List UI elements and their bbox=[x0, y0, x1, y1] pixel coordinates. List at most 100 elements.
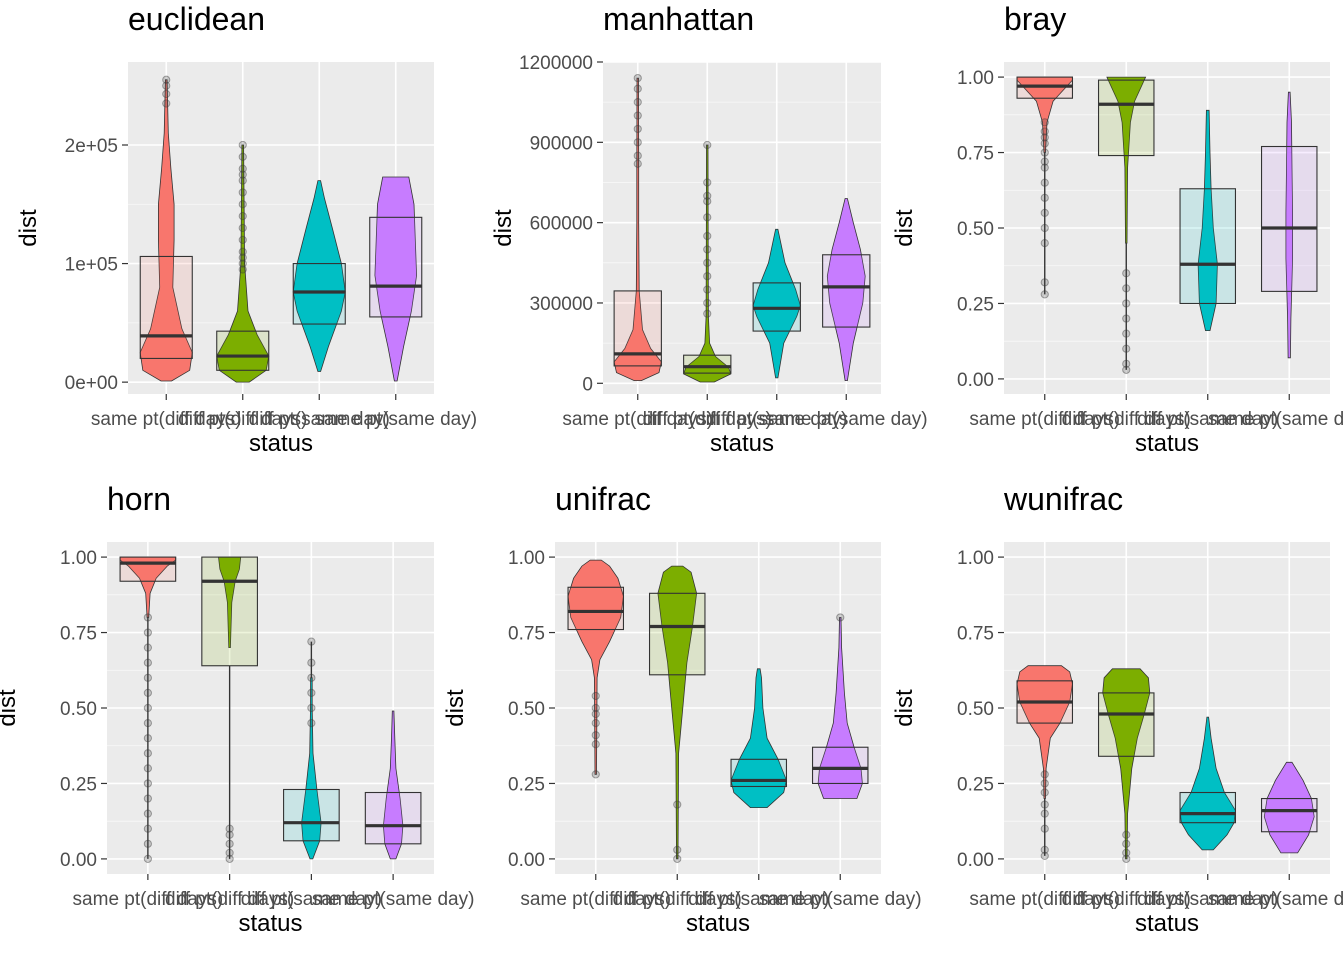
y-tick-label: 600000 bbox=[530, 214, 593, 235]
x-tick-label: diff pt(diff days) bbox=[613, 889, 742, 910]
y-tick-label: 2e+05 bbox=[65, 136, 118, 157]
y-axis-title: dist bbox=[15, 209, 42, 247]
series-diff pt(diff days) bbox=[216, 140, 270, 383]
outlier-point bbox=[1040, 788, 1049, 797]
outlier-point bbox=[591, 731, 600, 740]
violin bbox=[216, 144, 270, 383]
x-tick-label: diff pt(diff days) bbox=[1062, 889, 1191, 910]
outlier-point bbox=[703, 272, 712, 281]
outlier-point bbox=[591, 740, 600, 749]
violin bbox=[817, 617, 863, 799]
outlier-point bbox=[238, 235, 247, 244]
violin bbox=[826, 198, 866, 381]
series-same pt(diff days) bbox=[613, 73, 662, 381]
y-axis-title: dist bbox=[490, 209, 517, 247]
series-same pt(same day) bbox=[822, 198, 871, 381]
x-tick-label: same pt(diff days) bbox=[969, 409, 1120, 430]
x-tick-label: diff pt(same day) bbox=[1137, 409, 1278, 430]
box bbox=[119, 556, 177, 582]
outlier-point bbox=[238, 152, 247, 161]
y-tick-label: 0.25 bbox=[60, 774, 97, 795]
facet-manhattan: 0 300000 600000 900000 1200000 same pt(diff d… bbox=[490, 1, 928, 457]
outlier-point bbox=[143, 613, 152, 622]
outlier-point bbox=[703, 258, 712, 267]
outlier-point bbox=[1122, 848, 1131, 857]
outlier-point bbox=[143, 764, 152, 773]
y-tick-label: 0.50 bbox=[60, 699, 97, 720]
outlier-point bbox=[162, 89, 171, 99]
outlier-point bbox=[225, 830, 234, 839]
outlier-point bbox=[1040, 163, 1049, 172]
y-tick-label: 0.75 bbox=[60, 624, 97, 645]
outlier-point bbox=[633, 151, 642, 160]
box bbox=[683, 354, 732, 374]
outlier-point bbox=[633, 98, 642, 107]
outlier-point bbox=[1040, 238, 1049, 248]
outlier-point bbox=[238, 176, 247, 185]
box bbox=[822, 254, 871, 328]
series-diff pt(diff days) bbox=[1097, 668, 1155, 864]
x-tick-label: diff pt(diff days) bbox=[1062, 409, 1191, 430]
y-tick-label: 0.75 bbox=[508, 624, 545, 645]
outlier-point bbox=[143, 703, 152, 713]
x-tick-label: same pt(same day) bbox=[765, 409, 928, 430]
outlier-point bbox=[633, 73, 642, 83]
panel-title: wunifrac bbox=[1003, 481, 1123, 517]
outlier-point bbox=[1040, 127, 1049, 136]
box bbox=[1260, 145, 1318, 292]
box bbox=[369, 216, 423, 318]
x-tick-label: same pt(same day) bbox=[759, 889, 922, 910]
outlier-point bbox=[238, 247, 247, 256]
y-axis-title: dist bbox=[0, 689, 21, 727]
series-diff pt(diff days) bbox=[1097, 76, 1155, 374]
box bbox=[292, 263, 346, 325]
violin bbox=[1263, 761, 1315, 854]
series-diff pt(diff days) bbox=[648, 565, 706, 864]
y-tick-label: 1.00 bbox=[508, 548, 545, 569]
y-tick-label: 0.50 bbox=[508, 699, 545, 720]
series-same pt(same day) bbox=[364, 710, 422, 860]
series-diff pt(same day) bbox=[1179, 109, 1237, 331]
outlier-point bbox=[633, 84, 642, 93]
x-tick-label: same pt(diff days) bbox=[969, 889, 1120, 910]
violin bbox=[730, 668, 787, 808]
outlier-point bbox=[703, 285, 712, 294]
outlier-point bbox=[1040, 193, 1049, 202]
outlier-point bbox=[238, 212, 247, 221]
box bbox=[201, 556, 258, 667]
box bbox=[364, 791, 422, 845]
outlier-point bbox=[1040, 208, 1049, 218]
panel-title: euclidean bbox=[128, 1, 265, 37]
outlier-point bbox=[238, 140, 247, 150]
violin bbox=[139, 79, 193, 382]
outlier-point bbox=[225, 854, 234, 864]
y-tick-label: 0e+00 bbox=[65, 373, 118, 394]
outlier-point bbox=[143, 658, 152, 667]
outlier-point bbox=[162, 75, 171, 84]
outlier-point bbox=[238, 170, 247, 179]
outlier-point bbox=[162, 99, 171, 108]
x-tick-label: diff pt(same day) bbox=[241, 889, 382, 910]
x-tick-label: diff pt(diff days) bbox=[178, 409, 307, 430]
y-tick-label: 1.00 bbox=[60, 548, 97, 569]
outlier-point bbox=[143, 809, 152, 818]
x-axis-title: status bbox=[710, 430, 774, 457]
outlier-point bbox=[307, 673, 316, 682]
x-tick-label: same pt(diff days) bbox=[73, 889, 224, 910]
outlier-point bbox=[673, 845, 682, 854]
violin bbox=[752, 228, 801, 379]
x-tick-label: same pt(same day) bbox=[1208, 889, 1344, 910]
outlier-point bbox=[1122, 314, 1131, 323]
outlier-point bbox=[1122, 269, 1131, 278]
outlier-point bbox=[1122, 299, 1131, 308]
violin bbox=[301, 677, 322, 860]
y-tick-label: 0.75 bbox=[957, 624, 994, 645]
series-diff pt(diff days) bbox=[683, 140, 732, 383]
box bbox=[1179, 791, 1237, 824]
outlier-point bbox=[633, 138, 642, 147]
violin bbox=[1016, 665, 1073, 799]
y-tick-label: 300000 bbox=[530, 294, 593, 315]
x-tick-label: diff pt(same day) bbox=[249, 409, 390, 430]
x-tick-label: diff pt(same day) bbox=[688, 889, 829, 910]
